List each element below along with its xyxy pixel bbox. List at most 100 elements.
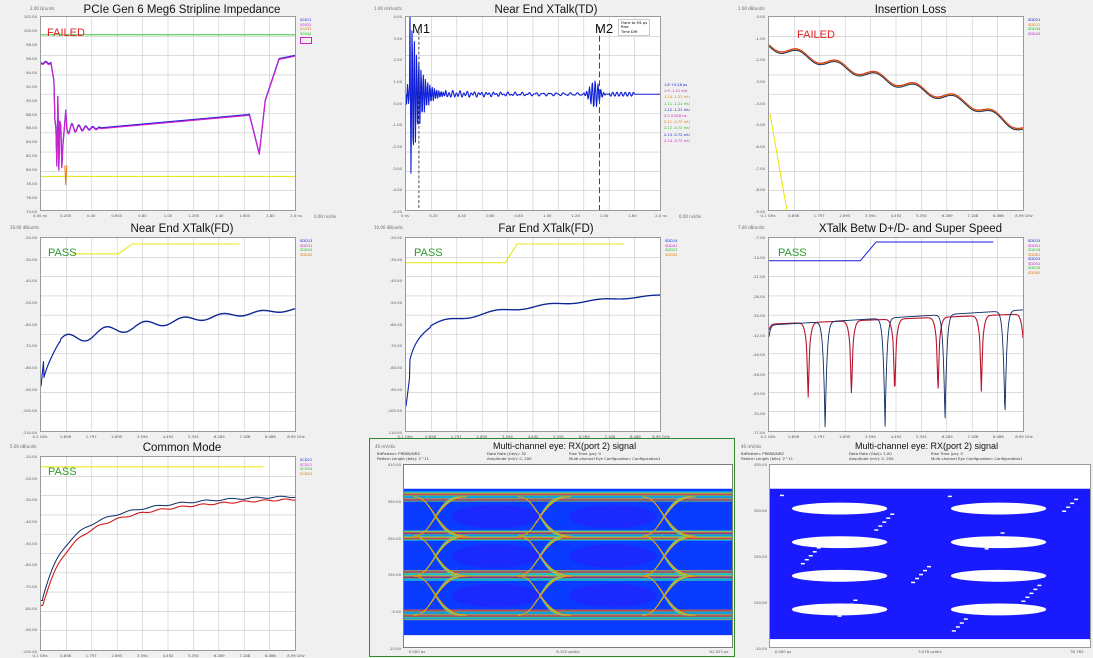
eye-opening	[950, 569, 1047, 582]
y-tick-label: -10.00	[388, 646, 401, 651]
eye-header-mid: Data Rate (Gb/s): 32 Amplitude (mV): 0, 2…	[487, 451, 532, 461]
y-tick-label: 350.00	[753, 508, 767, 513]
y-tick-label: 100.00	[23, 27, 37, 33]
grid	[406, 17, 660, 210]
status-pass: PASS	[778, 247, 807, 259]
impedance-plot[interactable]: FAILED	[40, 16, 296, 211]
eye-gap	[959, 622, 964, 624]
x-tick-label: 2.695	[111, 653, 123, 658]
y-tick-label: -77.00	[752, 430, 765, 435]
legend: SDD13 SDD31 SDD24 SDD42	[300, 239, 312, 257]
next-td-plot[interactable]: M1 M2 Flank to M1 ps Rise Time Diff	[405, 16, 661, 211]
legend: SDD14 SDD41 SDD23 SDD32	[665, 239, 677, 257]
y-tick-label: 78.00	[26, 181, 37, 187]
eye-opening	[791, 502, 888, 515]
y-tick-label: -4.00	[755, 100, 765, 106]
fext-fd-plot[interactable]: PASS	[405, 237, 661, 432]
insertion-loss-chart[interactable]	[769, 17, 1023, 210]
y-tick-label: 86.00	[26, 125, 37, 131]
next-fd-plot[interactable]: PASS	[40, 237, 296, 432]
eye-gap	[1062, 510, 1067, 512]
legend-item: S0011	[300, 18, 312, 22]
eye-header-line: Amplitude (mV): 0, 200	[487, 456, 532, 461]
next-fd-chart[interactable]	[41, 238, 295, 431]
y-tick-label: -9.00	[755, 209, 765, 214]
legend-item: SDD42	[300, 252, 313, 257]
y-tick-label: 410.00	[387, 462, 401, 467]
y-tick-label: -100.00	[22, 408, 37, 414]
eye-header-mid: Data Rate (Gb/s): 1.00 Amplitude (mV): 0,…	[849, 451, 894, 461]
x-tick-label: 4.492	[890, 434, 902, 439]
eye-opening	[568, 544, 657, 568]
next-td-chart[interactable]	[406, 17, 660, 210]
status-pass: PASS	[48, 466, 77, 478]
eye-opening	[451, 544, 540, 568]
x-tick-label: 4.492	[162, 653, 174, 658]
panel-eye-color[interactable]: Multi-channel eye: RX(port 2) signal 40 …	[369, 438, 735, 657]
y-tick-label: 2.00	[393, 57, 402, 63]
limit-line	[769, 241, 994, 262]
marker-table-row: 2.12 -0.72 mU	[664, 126, 690, 131]
eye-header-line: BitPattern: PRBS8/NRZ	[377, 451, 420, 456]
fext-fd-chart[interactable]	[406, 238, 660, 431]
marker-m2-label[interactable]: M2	[595, 21, 614, 36]
eye-opening	[568, 583, 657, 608]
x-tick-label: 6.289	[941, 213, 953, 218]
insertion-loss-plot[interactable]: FAILED	[768, 16, 1024, 211]
y-tick-label: -10.00	[24, 454, 37, 459]
x-tick-label: 5.391	[553, 434, 565, 439]
eye-mono-chart[interactable]	[770, 465, 1090, 647]
y-tick-label: 430.00	[753, 462, 767, 467]
x-tick-label: 0.898	[788, 434, 800, 439]
status-pass: PASS	[414, 247, 443, 259]
xtalk-trace-blue	[769, 309, 1023, 428]
panel-title: Insertion Loss	[874, 4, 947, 16]
panel-title: Far End XTalk(FD)	[498, 223, 594, 235]
marker-m1-label[interactable]: M1	[412, 21, 431, 36]
scale-label: 2.00 Ω/units	[30, 6, 55, 11]
x-tick-label: 6.289	[941, 434, 953, 439]
legend-item: SDD21	[1028, 18, 1041, 22]
marker-table-row: 2.0 0.628 ns	[664, 114, 687, 119]
y-tick-label: -2.00	[755, 57, 765, 63]
y-tick-label: -3.00	[755, 79, 765, 84]
next-fd-trace	[41, 308, 295, 387]
xtalk-dd-ss-plot[interactable]: PASS	[768, 237, 1024, 432]
impedance-chart[interactable]	[41, 17, 295, 210]
scale-label: 10.00 dB/units	[10, 225, 40, 230]
x-tick-label: 1.797	[85, 653, 97, 658]
eye-gap	[984, 548, 989, 550]
x-tick-label: 0.000 ps	[408, 649, 426, 654]
x-tick-label: 5.391	[916, 434, 928, 439]
panel-impedance: PCIe Gen 6 Meg6 Stripline Impedance 2.00…	[0, 0, 364, 219]
x-tick-label: 7.188	[604, 434, 616, 439]
legend-item: SCD34	[300, 467, 313, 471]
limit-line	[72, 243, 240, 255]
xtalk-dd-ss-chart[interactable]	[769, 238, 1023, 431]
panel-title: Common Mode	[142, 442, 222, 454]
eye-mono-plot[interactable]	[769, 464, 1091, 648]
x-tick-label: 8.086	[264, 653, 276, 658]
x-tick-label: 1.797	[85, 434, 97, 439]
legend-item: SDD14	[665, 239, 678, 243]
x-tick-label: 0.898	[788, 213, 800, 218]
x-tick-label: 0.000 ps	[774, 649, 792, 654]
eye-gap	[992, 540, 997, 542]
x-tick-label: 2.695	[839, 434, 851, 439]
x-tick-label: 3.076 ps/div	[918, 649, 942, 654]
y-tick-label: -40.00	[389, 278, 402, 284]
common-mode-plot[interactable]: PASS	[40, 456, 296, 651]
il-trace-navy	[769, 45, 1023, 131]
eye-header-line: Pattern Length (bits): 2^11	[741, 456, 793, 461]
common-mode-chart[interactable]	[41, 457, 295, 650]
legend-item: SDD25	[1028, 257, 1041, 261]
grid	[41, 238, 295, 431]
legend-item: SDD16	[1028, 248, 1041, 252]
grid	[769, 17, 1023, 210]
eye-color-chart[interactable]	[404, 465, 732, 647]
eye-color-plot[interactable]	[403, 464, 733, 648]
y-tick-label: -8.00	[755, 187, 765, 193]
eye-transition	[518, 535, 572, 577]
eye-opening	[950, 502, 1047, 515]
eye-title: Multi-channel eye: RX(port 2) signal	[493, 441, 637, 451]
